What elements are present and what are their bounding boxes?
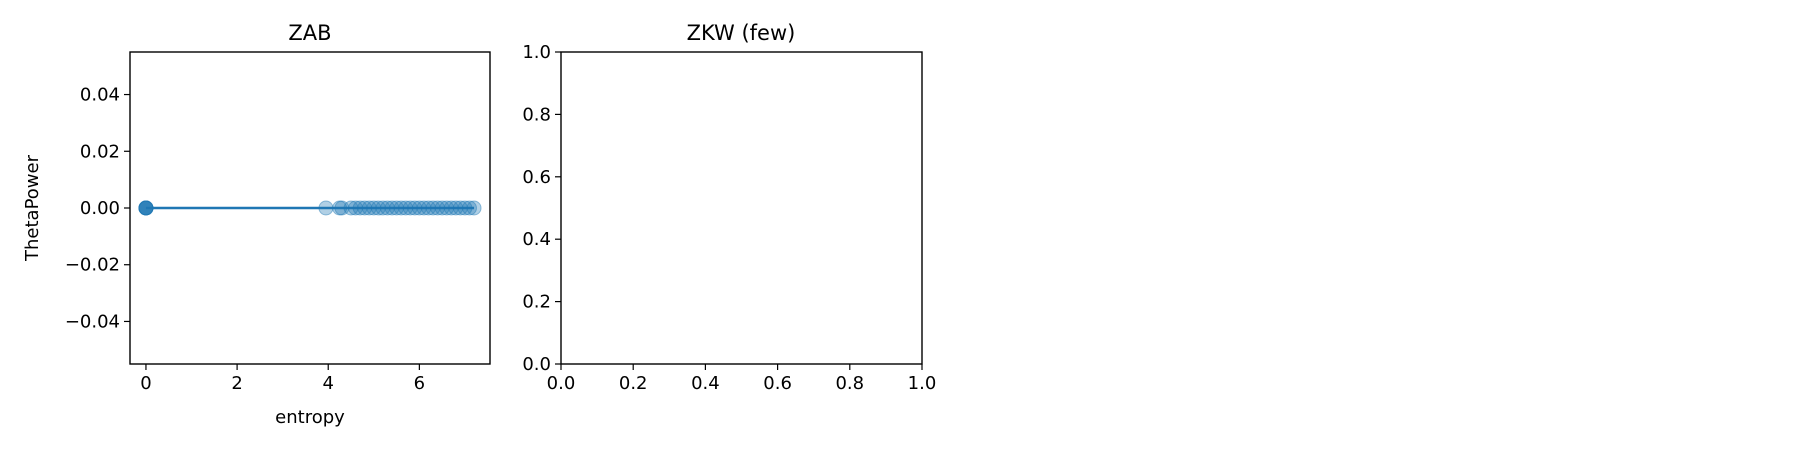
chart-zab-data-point <box>430 200 446 216</box>
chart-zab-data-point <box>138 200 154 216</box>
chart-zkw-plot-area <box>561 52 922 364</box>
chart-zab-data-point <box>384 200 400 216</box>
chart-zab-data-point <box>138 200 154 216</box>
chart-zab-y-ticks: −0.04 −0.02 0.00 0.02 0.04 <box>65 85 130 332</box>
chart-zab-data-point <box>411 200 427 216</box>
chart-zkw-x-ticks: 0.0 0.2 0.4 0.6 0.8 1.0 <box>547 364 937 394</box>
chart-zab-data-point <box>461 200 477 216</box>
chart-zab-data-point <box>366 200 382 216</box>
chart-zab-x-tick-label: 4 <box>323 373 334 394</box>
chart-zkw-y-tick-label: 0.0 <box>522 354 551 375</box>
chart-zab-y-tick-label: 0.00 <box>80 198 120 219</box>
chart-zab-data-point <box>389 200 405 216</box>
chart-zab-data-point <box>457 200 473 216</box>
chart-zab-data-point <box>425 200 441 216</box>
chart-zab-x-tick-label: 2 <box>231 373 242 394</box>
chart-zab-data-point <box>439 200 455 216</box>
chart-zkw-y-tick-label: 1.0 <box>522 42 551 63</box>
chart-zkw-y-tick-label: 0.2 <box>522 292 551 313</box>
chart-zab-data-point <box>375 200 391 216</box>
chart-zab-y-tick-label: −0.02 <box>65 255 120 276</box>
chart-zkw-title: ZKW (few) <box>687 21 796 45</box>
chart-zab-title: ZAB <box>288 21 331 45</box>
chart-zkw: ZKW (few) 0.0 0.2 0.4 0.6 0.8 1.0 0.00.20.40.… <box>522 21 936 394</box>
chart-zab-x-ticks: 0 2 4 6 <box>140 364 425 394</box>
chart-zab-data-point <box>334 200 350 216</box>
chart-zab-data-point <box>393 200 409 216</box>
chart-zab-data-point <box>466 200 482 216</box>
chart-zab-x-axis-label: entropy <box>275 407 345 428</box>
chart-zab-data-point <box>398 200 414 216</box>
chart-zkw-x-tick-label: 0.2 <box>619 373 648 394</box>
chart-zab-x-tick-label: 6 <box>414 373 425 394</box>
chart-zkw-x-tick-label: 1.0 <box>908 373 937 394</box>
chart-zab-x-tick-label: 0 <box>140 373 151 394</box>
chart-zab-points-layer <box>138 200 482 216</box>
chart-zab-data-point <box>348 200 364 216</box>
chart-zab-data-point <box>420 200 436 216</box>
chart-zab-data-point <box>138 200 154 216</box>
chart-zab-data-point <box>448 200 464 216</box>
chart-zkw-frame <box>560 51 923 365</box>
chart-zab-y-axis-label: ThetaPower <box>22 154 43 262</box>
chart-zab-data-point <box>318 200 334 216</box>
chart-zab-data-point <box>138 200 154 216</box>
chart-zkw-x-tick-label: 0.4 <box>691 373 720 394</box>
chart-zab-y-tick-label: 0.02 <box>80 141 120 162</box>
chart-zab-data-point <box>343 200 359 216</box>
chart-zab-data-point <box>352 200 368 216</box>
chart-zab-y-tick-label: 0.04 <box>80 85 120 106</box>
chart-zab-data-point <box>138 200 154 216</box>
chart-zab-data-point <box>416 200 432 216</box>
chart-zkw-y-tick-label: 0.8 <box>522 104 551 125</box>
chart-zkw-y-ticks: 0.0 0.2 0.4 0.6 0.8 1.0 <box>522 42 561 375</box>
chart-zkw-y-tick-label: 0.6 <box>522 167 551 188</box>
chart-zab-data-point <box>434 200 450 216</box>
chart-zkw-x-tick-label: 0.6 <box>763 373 792 394</box>
chart-zkw-x-tick-label: 0.0 <box>547 373 576 394</box>
chart-zab-data-point <box>452 200 468 216</box>
chart-zab-y-tick-label: −0.04 <box>65 311 120 332</box>
chart-zab-data-point <box>379 200 395 216</box>
chart-zab-data-point <box>370 200 386 216</box>
chart-zab-data-point <box>138 200 154 216</box>
chart-zab-data-point <box>357 200 373 216</box>
chart-zkw-y-tick-label: 0.4 <box>522 229 551 250</box>
chart-zab-data-point <box>402 200 418 216</box>
chart-zab-data-point <box>361 200 377 216</box>
chart-zab-data-point <box>407 200 423 216</box>
chart-zab-data-point <box>443 200 459 216</box>
chart-zkw-x-tick-label: 0.8 <box>835 373 864 394</box>
chart-zab-data-point <box>332 200 348 216</box>
